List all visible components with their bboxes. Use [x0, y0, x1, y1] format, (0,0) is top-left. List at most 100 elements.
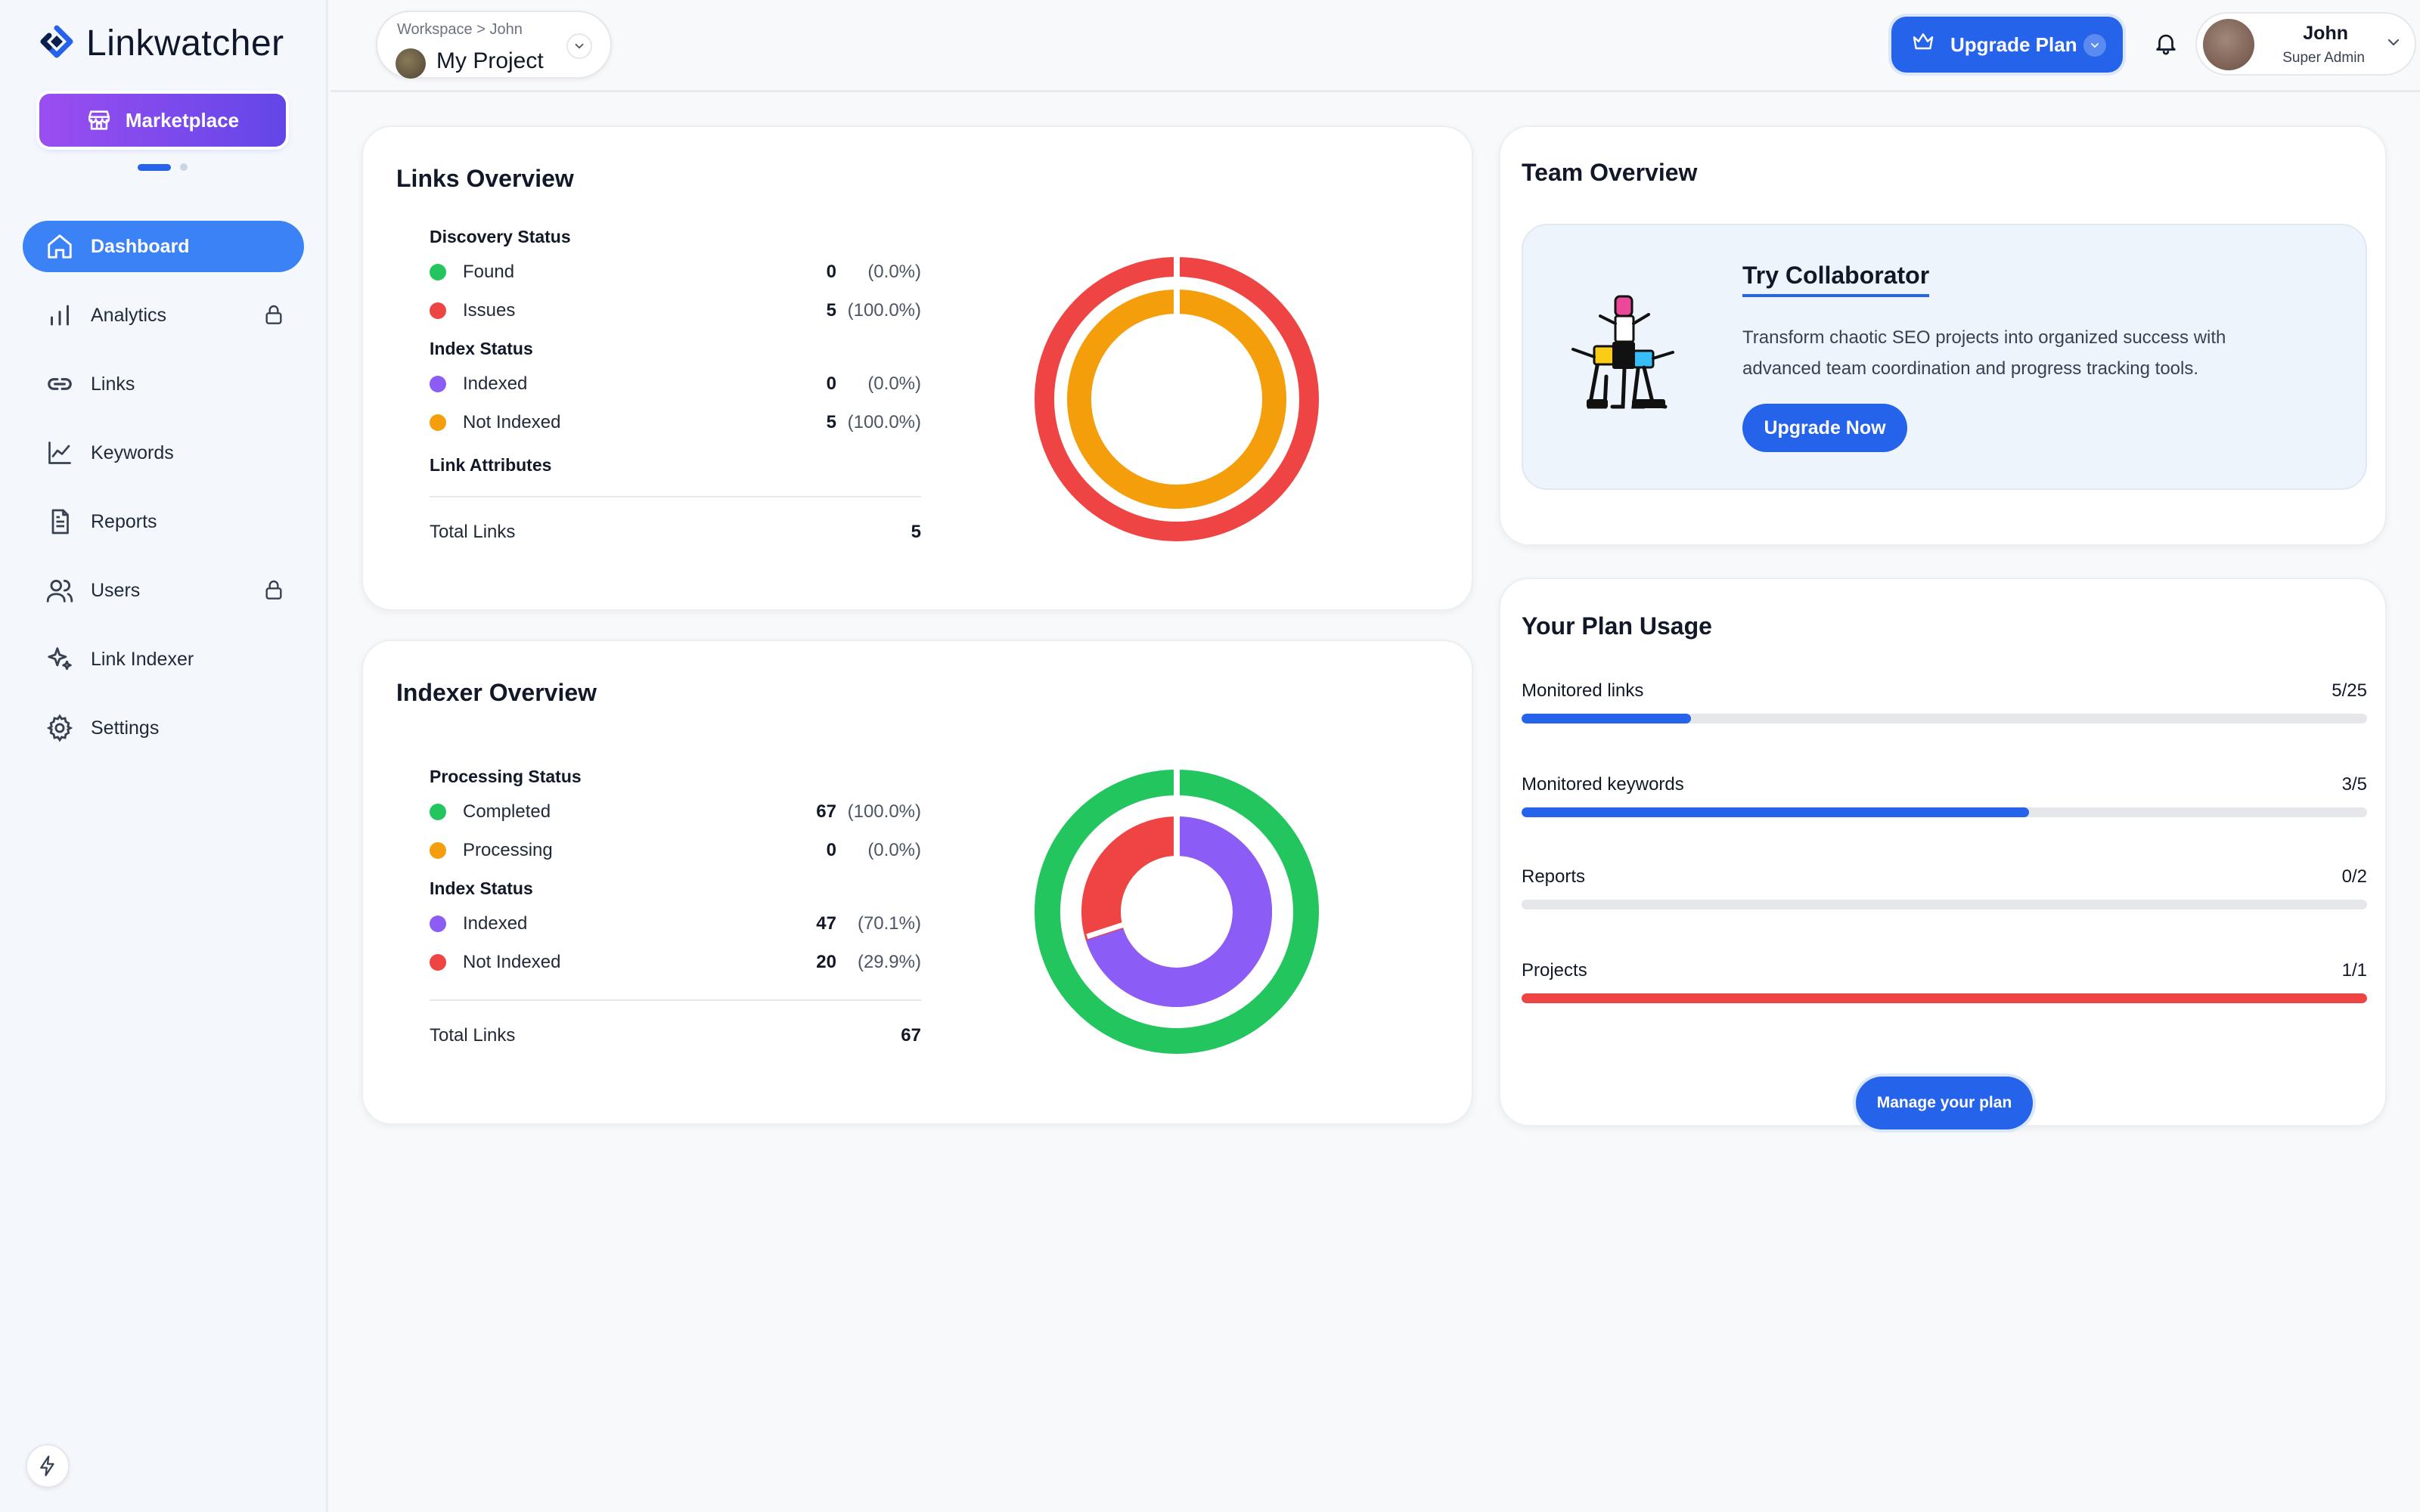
sidebar-item-links[interactable]: Links	[23, 358, 304, 410]
plan-usage-card: Your Plan Usage Monitored links 5/25 Mon…	[1499, 578, 2387, 1129]
manage-plan-button[interactable]: Manage your plan	[1856, 1077, 2033, 1129]
logo-icon	[40, 25, 73, 57]
legend-label: Found	[463, 261, 515, 282]
usage-label: Reports	[1522, 866, 1586, 887]
section-title: Index Status	[430, 339, 533, 358]
sidebar-item-label: Keywords	[91, 442, 174, 463]
legend-label: Not Indexed	[463, 411, 561, 432]
sidebar-item-analytics[interactable]: Analytics	[23, 290, 304, 341]
legend-dot	[430, 841, 446, 859]
usage-progress-bar	[1522, 807, 2367, 817]
total-label: Total Links	[430, 1025, 516, 1046]
marketplace-button[interactable]: Marketplace	[39, 94, 286, 147]
usage-progress-fill	[1522, 714, 1691, 723]
legend-dot	[430, 302, 446, 319]
project-switcher[interactable]: Workspace > John My Project	[376, 11, 612, 79]
legend-dot	[430, 915, 446, 932]
total-value: 67	[901, 1025, 921, 1046]
indexer-overview-card: Indexer Overview Processing Status Compl…	[361, 640, 1473, 1125]
carousel-dot[interactable]	[180, 163, 188, 171]
users-icon	[44, 575, 76, 606]
usage-value: 0/2	[2341, 866, 2367, 887]
sidebar-item-label: Settings	[91, 717, 160, 739]
total-label: Total Links	[430, 522, 516, 542]
quick-actions-button[interactable]	[26, 1444, 70, 1488]
usage-progress-fill	[1522, 807, 2029, 817]
avatar	[2203, 19, 2254, 70]
legend-label: Not Indexed	[463, 951, 561, 972]
sidebar-item-link-indexer[interactable]: Link Indexer	[23, 634, 304, 685]
user-menu[interactable]: John Super Admin	[2195, 12, 2416, 76]
legend-percent: (70.1%)	[857, 912, 921, 934]
legend-label: Processing	[463, 839, 553, 860]
bar-chart-icon	[44, 299, 76, 331]
upgrade-plan-button[interactable]: Upgrade Plan	[1891, 17, 2123, 73]
legend-label: Indexed	[463, 912, 528, 934]
carousel-dots[interactable]	[138, 163, 188, 171]
sidebar-item-keywords[interactable]: Keywords	[23, 427, 304, 479]
legend-percent: (0.0%)	[867, 261, 921, 282]
marketplace-label: Marketplace	[125, 108, 240, 132]
section-title: Discovery Status	[430, 227, 571, 246]
sidebar-item-settings[interactable]: Settings	[23, 702, 304, 754]
sidebar-item-label: Analytics	[91, 304, 167, 326]
legend-row-issues: Issues 5 (100.0%)	[430, 291, 921, 330]
ring-gap	[1086, 919, 1134, 940]
legend-dot	[430, 414, 446, 431]
bell-icon[interactable]	[2153, 30, 2179, 60]
card-title: Indexer Overview	[396, 679, 597, 706]
divider	[430, 999, 921, 1001]
user-role: Super Admin	[2282, 50, 2365, 66]
sidebar-item-label: Reports	[91, 510, 157, 532]
app-logo[interactable]: Linkwatcher	[38, 23, 284, 64]
legend-value: 20	[816, 951, 836, 972]
legend-percent: (100.0%)	[847, 299, 921, 321]
sidebar-item-label: Dashboard	[91, 235, 190, 257]
indexer-stats: Processing Status Completed 67 (100.0%) …	[430, 767, 921, 1046]
lock-icon	[262, 303, 286, 333]
links-overview-card: Links Overview Discovery Status Found 0 …	[361, 125, 1473, 611]
project-name: My Project	[436, 48, 544, 73]
project-avatar	[396, 48, 426, 79]
legend-percent: (100.0%)	[847, 801, 921, 822]
chevron-down-icon[interactable]	[2083, 34, 2106, 57]
sidebar-item-label: Links	[91, 373, 135, 395]
upgrade-plan-label: Upgrade Plan	[1950, 33, 2077, 56]
ring-gap	[1174, 768, 1180, 874]
legend-row-indexed: Indexed 0 (0.0%)	[430, 364, 921, 403]
ring-gap	[1174, 256, 1180, 331]
chevron-down-icon[interactable]	[2384, 33, 2403, 55]
legend-value: 0	[826, 261, 836, 282]
usage-progress-fill	[1522, 993, 2367, 1003]
team-overview-card: Team Overview Try Collaborator Transform…	[1499, 125, 2387, 546]
crown-icon	[1911, 30, 1935, 60]
sidebar-item-dashboard[interactable]: Dashboard	[23, 221, 304, 272]
bolt-icon	[40, 1455, 54, 1476]
legend-dot	[430, 263, 446, 280]
legend-label: Indexed	[463, 373, 528, 394]
sidebar-item-reports[interactable]: Reports	[23, 496, 304, 547]
legend-value: 5	[826, 411, 836, 432]
section-title: Processing Status	[430, 767, 582, 786]
carousel-dot-active[interactable]	[138, 163, 171, 171]
total-links-row: Total Links 67	[430, 1025, 921, 1046]
sidebar: Linkwatcher Marketplace Dashboard Analyt…	[0, 0, 328, 1512]
legend-row-completed: Completed 67 (100.0%)	[430, 792, 921, 831]
usage-value: 5/25	[2332, 680, 2367, 701]
card-title: Team Overview	[1522, 159, 1698, 186]
chevron-down-icon[interactable]	[566, 33, 592, 59]
legend-row-found: Found 0 (0.0%)	[430, 253, 921, 291]
legend-value: 0	[826, 839, 836, 860]
links-donut-chart	[1035, 256, 1319, 541]
user-name: John	[2303, 23, 2348, 44]
legend-label: Issues	[463, 299, 516, 321]
usage-progress-bar	[1522, 900, 2367, 909]
usage-value: 3/5	[2341, 774, 2367, 795]
legend-dot	[430, 375, 446, 392]
app-name: Linkwatcher	[86, 23, 284, 64]
lock-icon	[262, 578, 286, 608]
sidebar-item-users[interactable]: Users	[23, 565, 304, 616]
upgrade-now-button[interactable]: Upgrade Now	[1742, 404, 1907, 452]
collaborator-promo: Try Collaborator Transform chaotic SEO p…	[1522, 224, 2367, 490]
card-title: Your Plan Usage	[1522, 612, 1712, 640]
